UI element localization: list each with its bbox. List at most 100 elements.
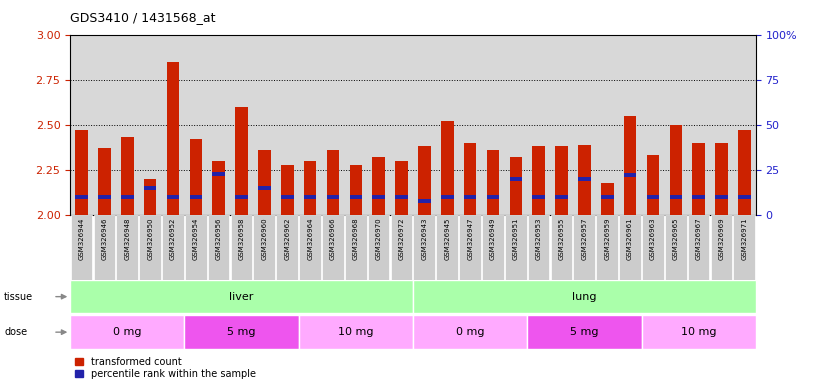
FancyBboxPatch shape <box>642 215 664 280</box>
FancyBboxPatch shape <box>71 215 93 280</box>
FancyBboxPatch shape <box>230 215 253 280</box>
FancyBboxPatch shape <box>70 315 184 349</box>
Bar <box>624 173 636 177</box>
FancyBboxPatch shape <box>665 215 686 280</box>
Text: 5 mg: 5 mg <box>570 327 599 337</box>
Text: 0 mg: 0 mg <box>456 327 484 337</box>
FancyBboxPatch shape <box>368 215 390 280</box>
FancyBboxPatch shape <box>573 215 596 280</box>
Bar <box>281 195 293 199</box>
Text: GSM326957: GSM326957 <box>582 218 587 260</box>
Text: GSM326943: GSM326943 <box>421 218 427 260</box>
Bar <box>510 157 522 215</box>
Bar <box>235 195 248 199</box>
Text: GSM326950: GSM326950 <box>147 218 153 260</box>
Bar <box>441 195 453 199</box>
Bar <box>555 195 567 199</box>
Bar <box>441 121 453 215</box>
Bar <box>396 161 408 215</box>
FancyBboxPatch shape <box>70 280 413 313</box>
Bar <box>167 62 179 215</box>
Text: 10 mg: 10 mg <box>338 327 373 337</box>
Bar <box>487 150 499 215</box>
FancyBboxPatch shape <box>299 215 321 280</box>
FancyBboxPatch shape <box>436 215 458 280</box>
Bar <box>533 146 545 215</box>
Text: GSM326971: GSM326971 <box>742 218 748 260</box>
Bar <box>647 195 659 199</box>
FancyBboxPatch shape <box>596 215 618 280</box>
Text: GSM326968: GSM326968 <box>353 218 358 260</box>
Bar <box>259 150 271 215</box>
Bar <box>464 143 477 215</box>
Bar <box>601 195 614 199</box>
FancyBboxPatch shape <box>345 215 367 280</box>
Text: GSM326945: GSM326945 <box>444 218 450 260</box>
FancyBboxPatch shape <box>413 280 756 313</box>
FancyBboxPatch shape <box>620 215 641 280</box>
Bar <box>349 164 362 215</box>
Text: GSM326958: GSM326958 <box>239 218 244 260</box>
FancyBboxPatch shape <box>733 215 755 280</box>
Text: GSM326967: GSM326967 <box>695 218 701 260</box>
Text: GSM326949: GSM326949 <box>490 218 496 260</box>
Bar <box>670 195 682 199</box>
Bar <box>464 195 477 199</box>
FancyBboxPatch shape <box>710 215 733 280</box>
FancyBboxPatch shape <box>551 215 572 280</box>
FancyBboxPatch shape <box>93 215 116 280</box>
FancyBboxPatch shape <box>299 315 413 349</box>
Bar <box>327 195 339 199</box>
Text: GSM326948: GSM326948 <box>125 218 131 260</box>
FancyBboxPatch shape <box>322 215 344 280</box>
Text: 10 mg: 10 mg <box>681 327 716 337</box>
Bar <box>670 125 682 215</box>
Bar <box>647 156 659 215</box>
Bar <box>75 130 88 215</box>
FancyBboxPatch shape <box>413 315 527 349</box>
Legend: transformed count, percentile rank within the sample: transformed count, percentile rank withi… <box>75 357 255 379</box>
FancyBboxPatch shape <box>140 215 161 280</box>
FancyBboxPatch shape <box>254 215 275 280</box>
Bar <box>304 195 316 199</box>
Bar <box>235 107 248 215</box>
Bar <box>144 186 156 190</box>
Bar <box>121 137 134 215</box>
FancyBboxPatch shape <box>116 215 138 280</box>
FancyBboxPatch shape <box>528 215 549 280</box>
FancyBboxPatch shape <box>527 315 642 349</box>
Text: GSM326959: GSM326959 <box>605 218 610 260</box>
Text: GSM326964: GSM326964 <box>307 218 313 260</box>
FancyBboxPatch shape <box>277 215 298 280</box>
Bar <box>601 182 614 215</box>
Bar <box>738 195 751 199</box>
Text: GSM326956: GSM326956 <box>216 218 221 260</box>
Bar <box>259 186 271 190</box>
FancyBboxPatch shape <box>688 215 710 280</box>
Bar <box>212 172 225 175</box>
Bar <box>510 177 522 181</box>
Text: GSM326970: GSM326970 <box>376 218 382 260</box>
Text: GSM326960: GSM326960 <box>262 218 268 260</box>
Bar <box>692 195 705 199</box>
Bar <box>349 195 362 199</box>
FancyBboxPatch shape <box>414 215 435 280</box>
FancyBboxPatch shape <box>459 215 481 280</box>
Bar <box>715 143 728 215</box>
FancyBboxPatch shape <box>642 315 756 349</box>
Text: GSM326969: GSM326969 <box>719 218 724 260</box>
Bar <box>624 116 636 215</box>
Bar <box>487 195 499 199</box>
Text: GSM326966: GSM326966 <box>330 218 336 260</box>
Bar <box>327 150 339 215</box>
Bar <box>396 195 408 199</box>
Text: GSM326952: GSM326952 <box>170 218 176 260</box>
FancyBboxPatch shape <box>208 215 230 280</box>
Bar <box>715 195 728 199</box>
Text: GSM326947: GSM326947 <box>468 218 473 260</box>
Text: GSM326946: GSM326946 <box>102 218 107 260</box>
Bar <box>418 146 430 215</box>
Text: GSM326955: GSM326955 <box>558 218 564 260</box>
Text: 0 mg: 0 mg <box>113 327 141 337</box>
FancyBboxPatch shape <box>162 215 184 280</box>
